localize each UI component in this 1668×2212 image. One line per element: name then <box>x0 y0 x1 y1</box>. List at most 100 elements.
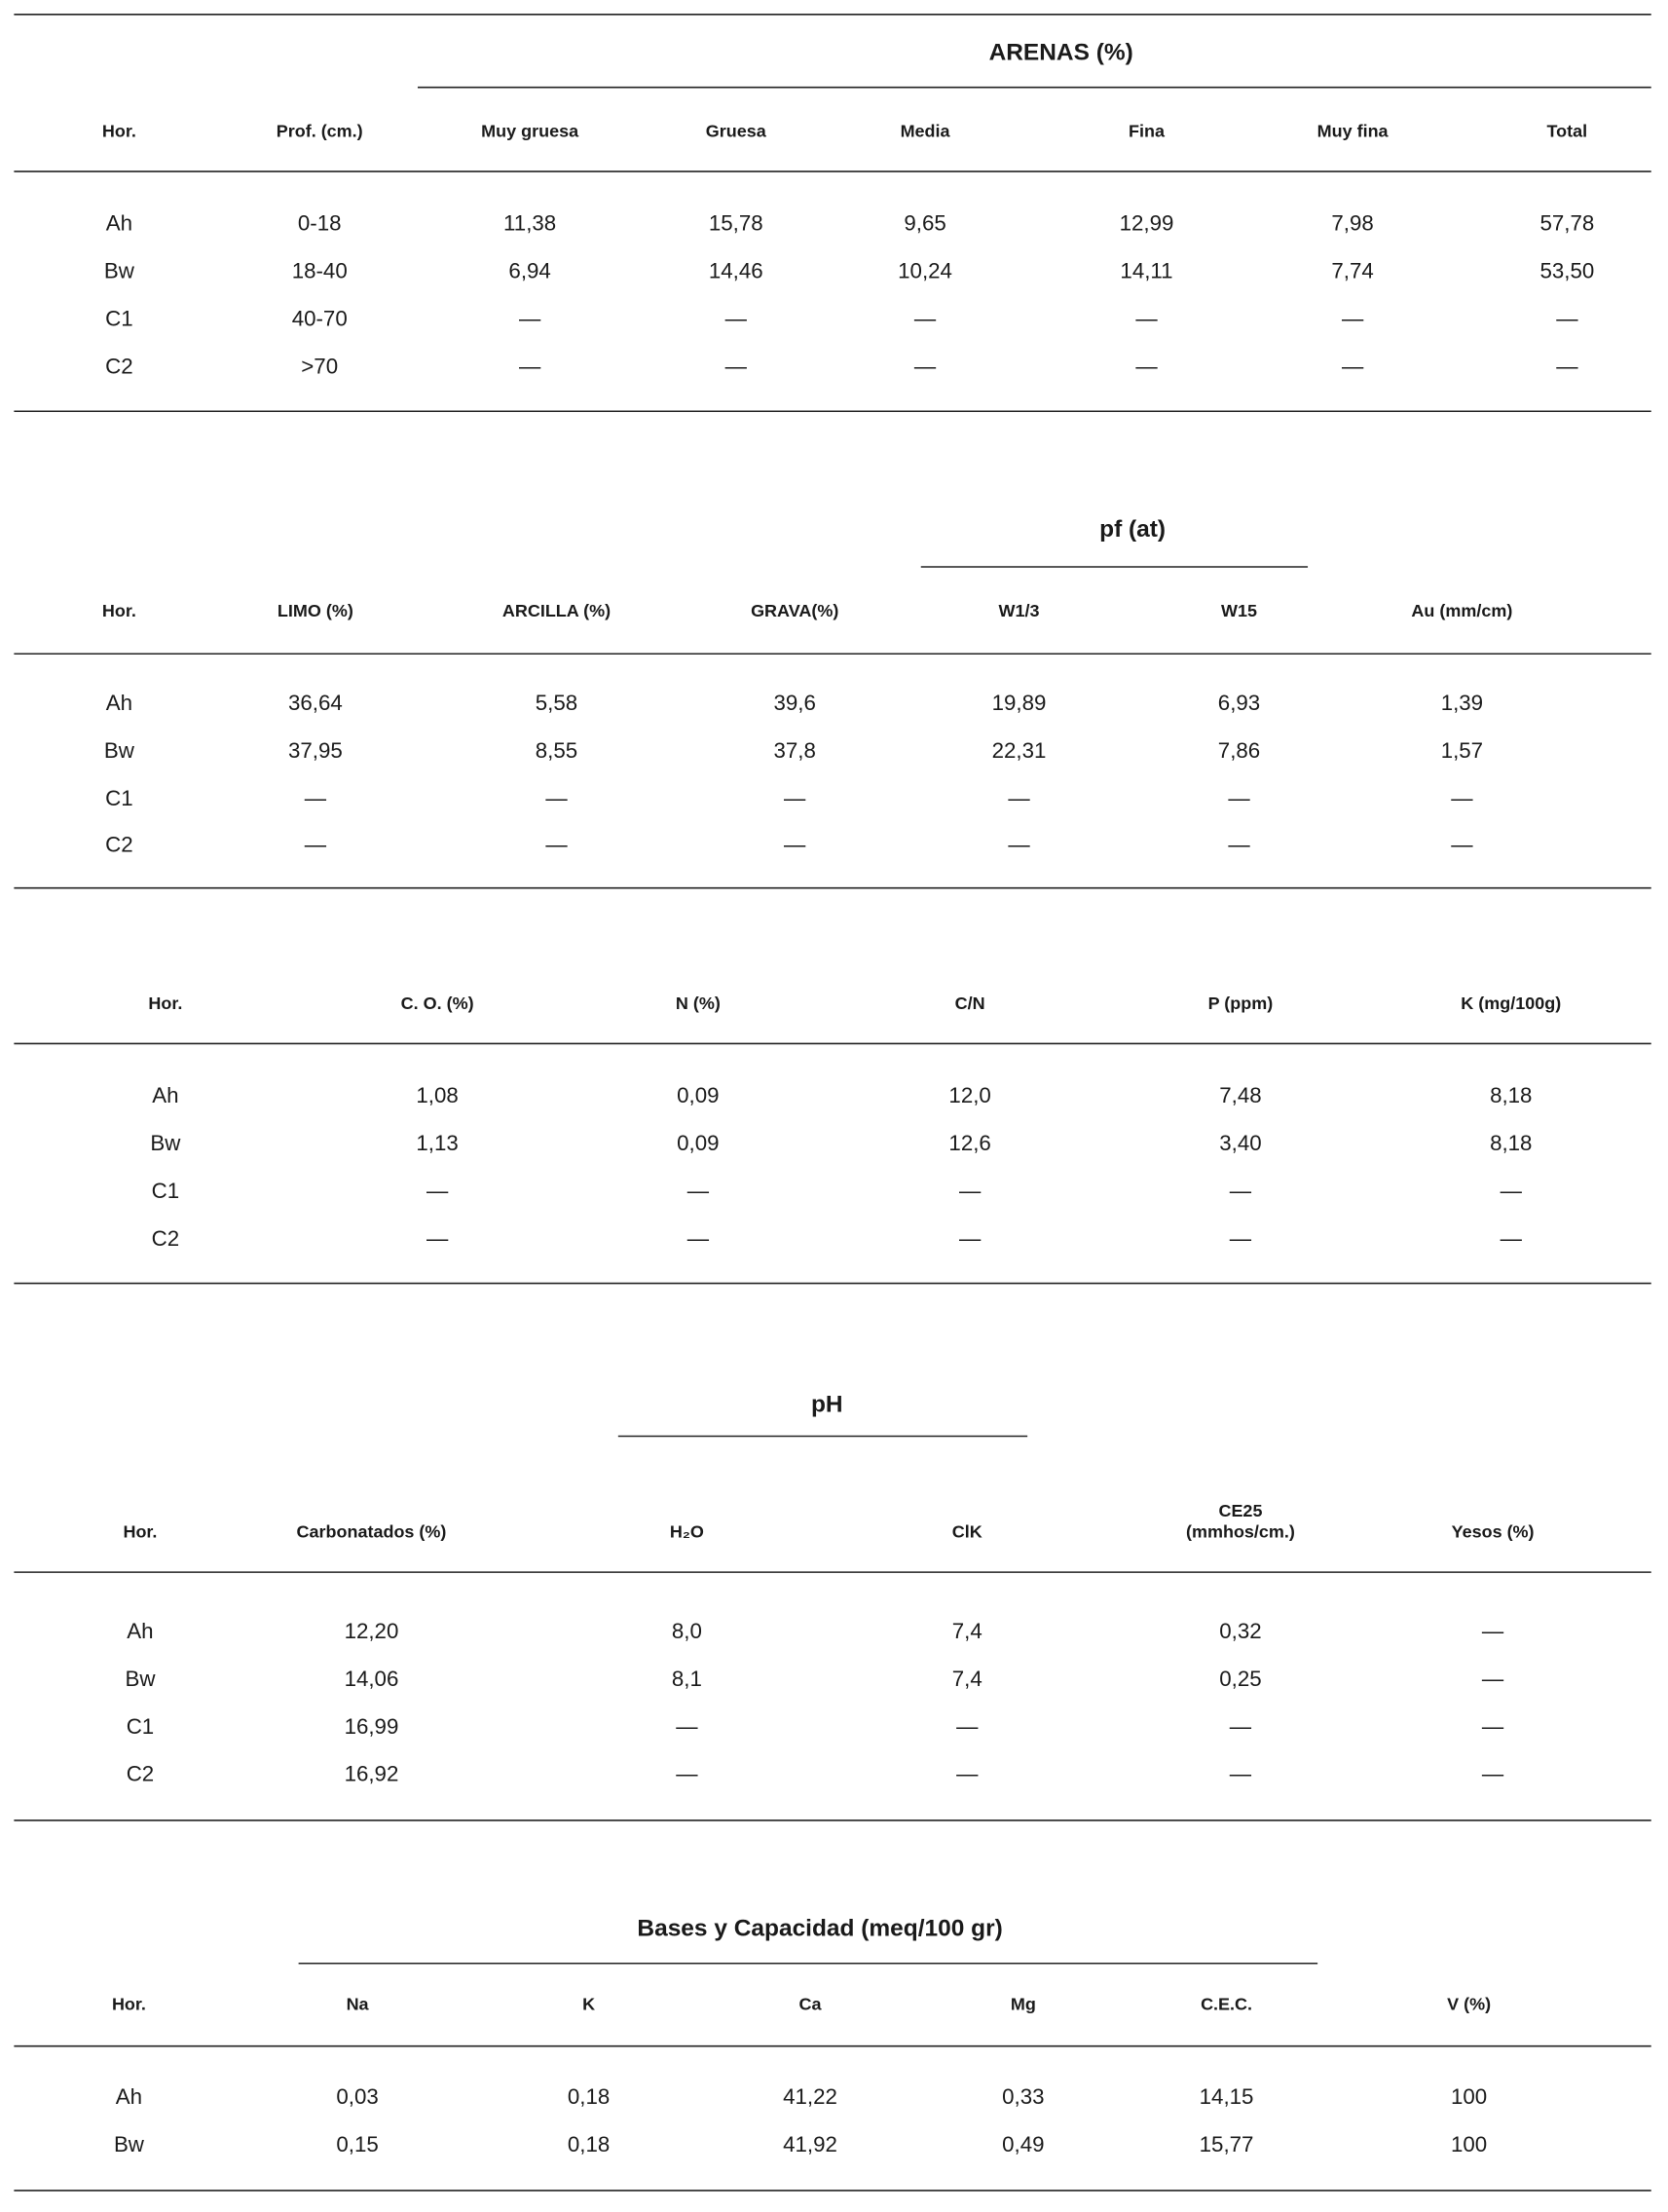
cell: — <box>1482 1667 1504 1691</box>
cell: — <box>1501 1226 1523 1251</box>
cell: >70 <box>301 354 338 378</box>
column-header: GRAVA(%) <box>751 601 838 620</box>
cell: 100 <box>1451 2084 1487 2109</box>
cell: 40-70 <box>292 307 348 331</box>
cell: 11,38 <box>503 211 556 236</box>
cell: — <box>1482 1714 1504 1739</box>
cell: Bw <box>104 738 135 763</box>
cell: C1 <box>105 786 133 810</box>
cell: — <box>687 1179 710 1203</box>
cell: 0-18 <box>298 211 342 236</box>
column-header: C. O. (%) <box>401 994 474 1013</box>
cell: — <box>305 832 327 856</box>
column-header: C.E.C. <box>1201 1995 1252 2014</box>
cell: — <box>545 786 568 810</box>
cell: 16,92 <box>345 1762 399 1786</box>
cell: 7,4 <box>952 1619 982 1643</box>
cell: 37,95 <box>288 738 343 763</box>
cell: 0,15 <box>336 2132 378 2156</box>
cell: 100 <box>1451 2132 1487 2156</box>
cell: 7,48 <box>1219 1083 1261 1107</box>
cell: 7,86 <box>1218 738 1260 763</box>
cell: Ah <box>106 691 132 715</box>
cell: — <box>1482 1619 1504 1643</box>
cell: 7,4 <box>952 1667 982 1691</box>
column-header: ClK <box>952 1522 982 1542</box>
column-header: V (%) <box>1447 1995 1491 2014</box>
cell: — <box>1501 1179 1523 1203</box>
cell: C2 <box>152 1226 180 1251</box>
cell: — <box>784 786 806 810</box>
cell: — <box>1342 307 1364 331</box>
cell: — <box>1228 832 1250 856</box>
cell: — <box>1451 786 1473 810</box>
cell: 39,6 <box>773 691 815 715</box>
column-header: CE25 <box>1218 1501 1262 1520</box>
cell: 22,31 <box>992 738 1047 763</box>
column-header: Yesos (%) <box>1452 1522 1535 1542</box>
cell: 0,49 <box>1002 2132 1044 2156</box>
column-header: K <box>582 1995 595 2014</box>
cell: 6,94 <box>508 259 550 283</box>
column-header: Fina <box>1129 122 1166 141</box>
cell: C2 <box>105 832 133 856</box>
cell: 53,50 <box>1539 259 1594 283</box>
cell: — <box>1008 832 1030 856</box>
cell: — <box>676 1714 698 1739</box>
column-header: Hor. <box>148 994 182 1013</box>
column-header: Mg <box>1011 1995 1036 2014</box>
column-header: Hor. <box>102 122 136 141</box>
cell: 1,39 <box>1441 691 1483 715</box>
group-header: ARENAS (%) <box>989 40 1133 66</box>
cell: 0,03 <box>336 2084 378 2109</box>
cell: 7,98 <box>1331 211 1373 236</box>
cell: 8,1 <box>672 1667 702 1691</box>
cell: 3,40 <box>1219 1131 1261 1155</box>
column-header: H₂O <box>670 1522 704 1542</box>
cell: 14,11 <box>1120 259 1172 283</box>
cell: 0,09 <box>677 1131 719 1155</box>
cell: — <box>1556 354 1578 378</box>
cell: 12,0 <box>948 1083 990 1107</box>
cell: — <box>784 832 806 856</box>
cell: — <box>725 354 748 378</box>
cell: 36,64 <box>288 691 343 715</box>
cell: — <box>1230 1762 1252 1786</box>
cell: — <box>914 307 937 331</box>
column-header: W1/3 <box>999 601 1040 620</box>
cell: 16,99 <box>345 1714 399 1739</box>
cell: 8,18 <box>1490 1131 1532 1155</box>
column-header: Na <box>347 1995 370 2014</box>
cell: C1 <box>127 1714 155 1739</box>
cell: — <box>1135 354 1158 378</box>
cell: 10,24 <box>898 259 952 283</box>
cell: — <box>1451 832 1473 856</box>
column-header: Media <box>901 122 951 141</box>
cell: Ah <box>127 1619 153 1643</box>
column-header: N (%) <box>676 994 721 1013</box>
cell: 1,08 <box>416 1083 458 1107</box>
cell: — <box>676 1762 698 1786</box>
column-header: LIMO (%) <box>278 601 353 620</box>
column-header: Hor. <box>112 1995 146 2014</box>
cell: C1 <box>152 1179 180 1203</box>
cell: — <box>914 354 937 378</box>
group-header: pH <box>811 1391 843 1417</box>
column-header: Gruesa <box>706 122 767 141</box>
cell: Bw <box>150 1131 181 1155</box>
cell: — <box>519 354 541 378</box>
column-header: Muy gruesa <box>481 122 579 141</box>
cell: 5,58 <box>536 691 577 715</box>
column-header: Hor. <box>102 601 136 620</box>
cell: — <box>1230 1179 1252 1203</box>
cell: C1 <box>105 307 133 331</box>
group-header: Bases y Capacidad (meq/100 gr) <box>637 1916 1002 1942</box>
cell: Ah <box>106 211 132 236</box>
cell: — <box>959 1226 982 1251</box>
cell: 6,93 <box>1218 691 1260 715</box>
cell: 14,15 <box>1200 2084 1254 2109</box>
cell: — <box>519 307 541 331</box>
cell: Bw <box>114 2132 145 2156</box>
cell: 41,22 <box>783 2084 837 2109</box>
